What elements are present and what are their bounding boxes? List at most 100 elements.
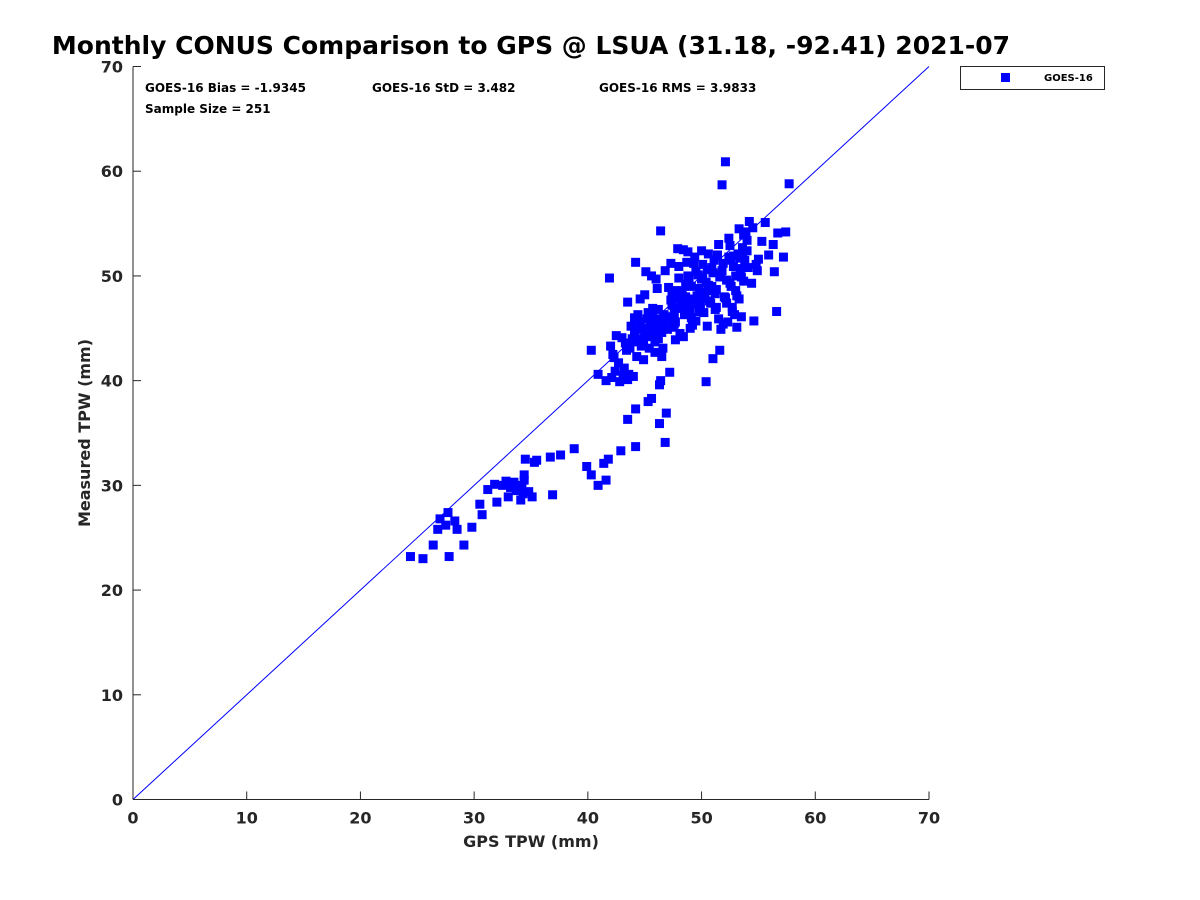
data-point xyxy=(707,281,717,291)
data-point xyxy=(628,371,638,381)
data-point xyxy=(674,262,684,272)
data-point xyxy=(718,319,728,329)
data-point xyxy=(666,258,676,268)
data-point xyxy=(601,475,611,485)
data-point xyxy=(450,516,460,526)
data-point xyxy=(503,492,513,502)
data-point xyxy=(764,250,774,260)
data-point xyxy=(720,157,730,167)
data-point xyxy=(735,253,745,263)
data-point xyxy=(738,243,748,253)
data-point xyxy=(720,293,730,303)
data-point xyxy=(659,310,669,320)
data-point xyxy=(731,286,741,296)
data-point xyxy=(701,277,711,287)
data-point xyxy=(683,247,693,257)
data-point xyxy=(712,250,722,260)
data-point xyxy=(714,314,724,324)
data-point xyxy=(636,341,646,351)
data-point xyxy=(669,319,679,329)
data-point xyxy=(615,377,625,387)
data-point xyxy=(701,377,711,387)
data-point xyxy=(673,244,683,254)
data-point xyxy=(658,343,668,353)
y-axis-label: Measured TPW (mm) xyxy=(75,339,94,527)
data-point xyxy=(636,323,646,333)
data-point xyxy=(752,266,762,276)
data-point xyxy=(731,271,741,281)
data-point xyxy=(610,366,620,376)
data-point xyxy=(622,345,632,355)
data-point xyxy=(725,241,735,251)
data-point xyxy=(459,540,469,550)
data-point xyxy=(725,278,735,288)
data-point xyxy=(654,419,664,429)
data-point xyxy=(735,264,745,274)
data-point xyxy=(711,285,721,295)
data-point xyxy=(517,483,527,493)
data-point xyxy=(726,255,736,265)
data-point xyxy=(650,337,660,347)
data-point xyxy=(435,514,445,524)
data-point xyxy=(586,345,596,355)
data-point xyxy=(532,455,542,465)
data-point xyxy=(687,294,697,304)
data-point xyxy=(647,393,657,403)
data-point xyxy=(717,266,727,276)
data-point xyxy=(624,369,634,379)
data-point xyxy=(660,437,670,447)
data-point xyxy=(693,299,703,309)
stat-sample-size: Sample Size = 251 xyxy=(145,102,271,116)
data-point xyxy=(635,317,645,327)
data-point xyxy=(685,323,695,333)
data-point xyxy=(707,263,717,273)
chart-title: Monthly CONUS Comparison to GPS @ LSUA (… xyxy=(52,31,1010,60)
y-tick-label: 70 xyxy=(101,58,123,77)
data-point xyxy=(697,274,707,284)
data-point xyxy=(635,294,645,304)
data-point xyxy=(648,311,658,321)
data-point xyxy=(633,310,643,320)
data-point xyxy=(661,408,671,418)
data-point xyxy=(753,254,763,264)
data-point xyxy=(727,307,737,317)
data-point xyxy=(694,283,704,293)
data-point xyxy=(742,235,752,245)
data-point xyxy=(769,267,779,277)
data-point xyxy=(669,309,679,319)
data-point xyxy=(677,303,687,313)
data-point xyxy=(433,524,443,534)
data-point xyxy=(748,223,758,233)
data-point xyxy=(690,252,700,262)
data-point xyxy=(652,325,662,335)
data-point xyxy=(710,304,720,314)
data-point xyxy=(640,290,650,300)
y-tick-label: 0 xyxy=(112,791,123,810)
data-point xyxy=(760,218,770,228)
data-point xyxy=(520,454,530,464)
data-point xyxy=(604,273,614,283)
data-point xyxy=(626,321,636,331)
data-point xyxy=(619,363,629,373)
data-point xyxy=(639,336,649,346)
data-point xyxy=(664,282,674,292)
data-point xyxy=(645,330,655,340)
legend-box xyxy=(960,66,1105,90)
data-point xyxy=(686,313,696,323)
data-point xyxy=(660,266,670,276)
data-point xyxy=(511,486,521,496)
data-point xyxy=(644,343,654,353)
data-point xyxy=(784,179,794,189)
data-point xyxy=(617,333,627,343)
data-point xyxy=(656,376,666,386)
x-tick-label: 0 xyxy=(127,809,138,828)
data-point xyxy=(527,492,537,502)
data-point xyxy=(632,352,642,362)
data-point xyxy=(519,470,529,480)
data-point xyxy=(683,271,693,281)
data-point xyxy=(743,263,753,273)
data-point xyxy=(444,552,454,562)
x-ticks: 0 10 20 30 40 50 60 70 xyxy=(127,791,940,828)
x-tick-label: 10 xyxy=(236,809,258,828)
data-point xyxy=(716,324,726,334)
